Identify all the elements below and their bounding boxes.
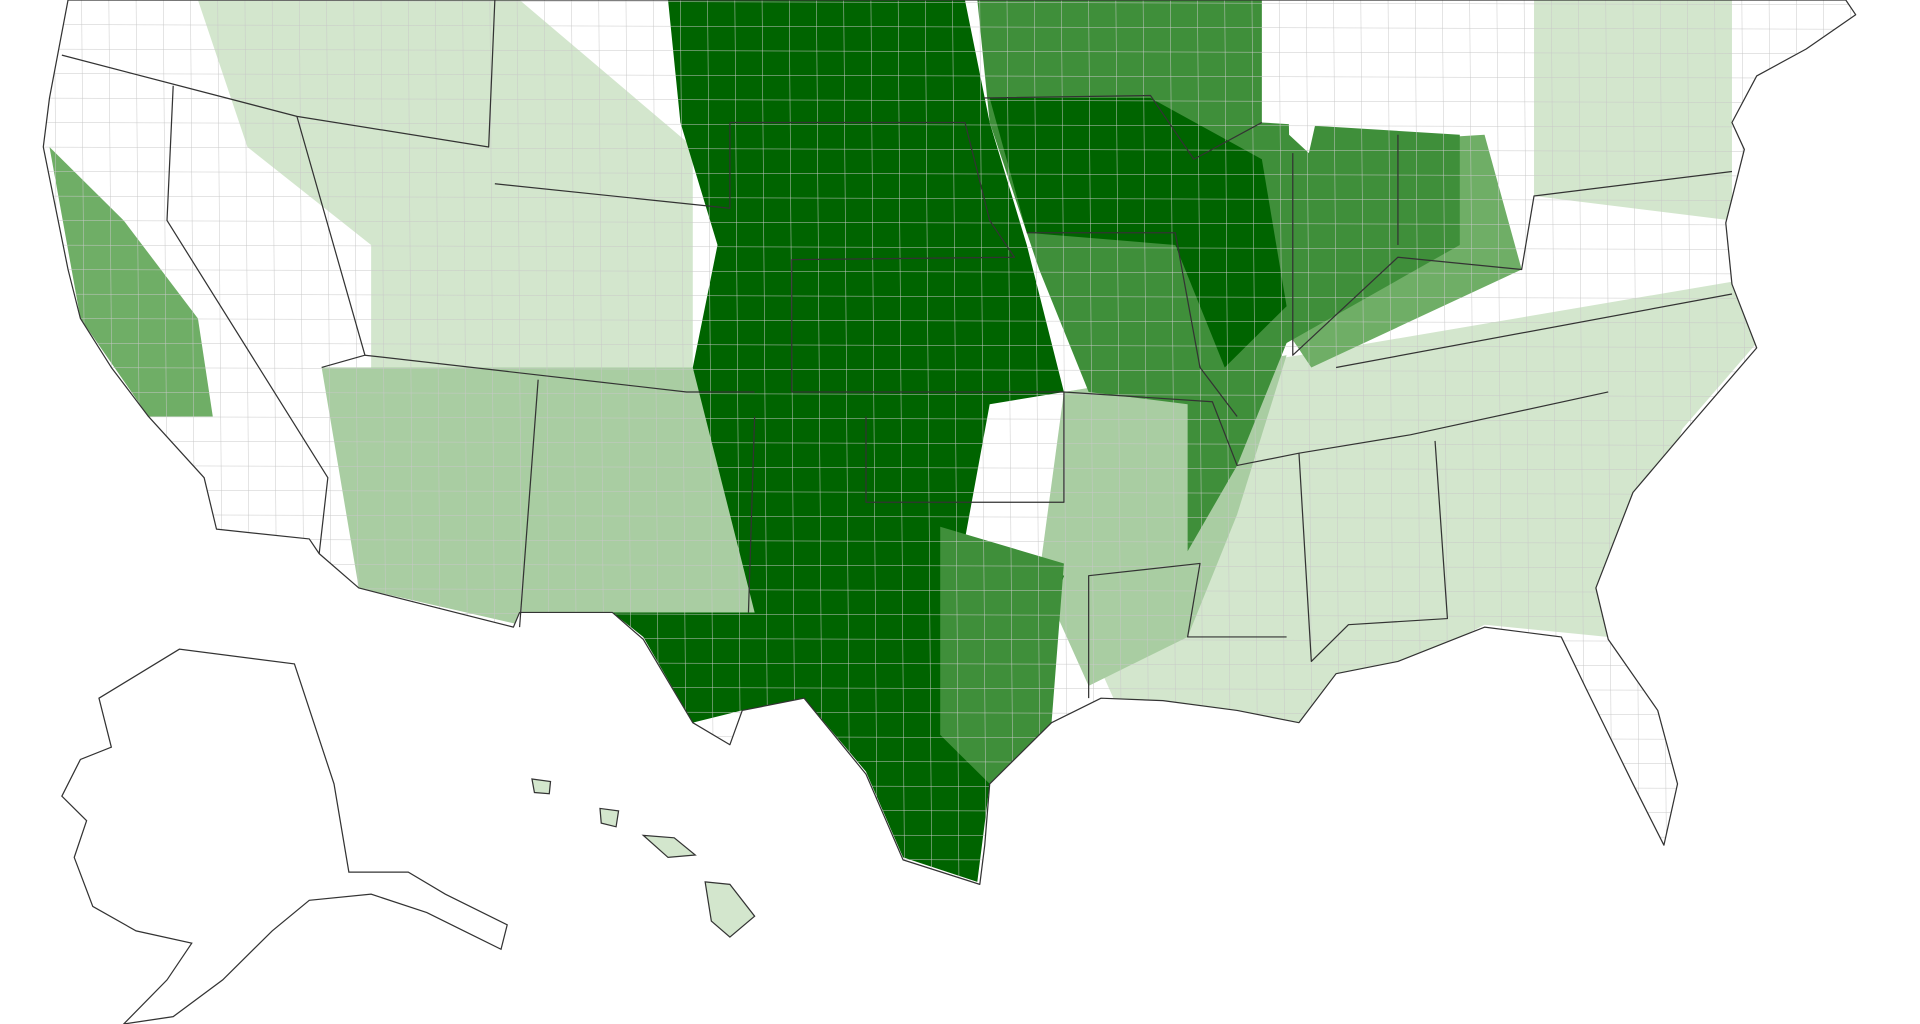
hawaii-island <box>531 778 552 795</box>
county-line <box>43 538 1856 545</box>
alaska-shape <box>61 648 508 1024</box>
county-line <box>0 0 7 1024</box>
county-line <box>43 171 1856 177</box>
state-border <box>494 122 731 209</box>
hawaii-island <box>704 881 756 938</box>
state-border <box>1298 440 1449 663</box>
county-line <box>43 514 1856 520</box>
county-line <box>897 0 906 885</box>
alaska <box>61 648 508 1024</box>
county-line <box>43 367 1856 373</box>
state-borders <box>42 0 1857 885</box>
northeast-fill <box>1534 0 1732 221</box>
state-border <box>61 0 496 148</box>
state-border <box>983 94 1263 160</box>
county-line <box>0 955 1920 960</box>
county-line <box>43 24 1856 30</box>
county-line <box>43 318 1856 324</box>
california-fill <box>49 146 213 417</box>
mountain-fill <box>197 0 693 368</box>
county-line <box>43 122 1856 128</box>
hawaii-island <box>641 834 697 859</box>
state-border <box>1335 293 1733 369</box>
state-border <box>1088 562 1287 699</box>
county-line <box>925 0 934 885</box>
state-border <box>1063 391 1609 467</box>
county-line <box>0 1004 1920 1009</box>
county-line <box>43 342 1856 349</box>
state-border <box>1026 232 1238 417</box>
county-line <box>43 73 1856 79</box>
county-line <box>1796 0 1804 885</box>
hawaii <box>531 778 756 938</box>
county-line <box>43 489 1856 496</box>
county-line <box>43 0 1856 6</box>
state-border <box>791 391 1065 503</box>
state-border <box>1292 153 1733 356</box>
hawaii-island <box>599 807 620 828</box>
state-border <box>166 85 329 554</box>
state-border <box>364 354 755 393</box>
state-border <box>518 379 539 628</box>
county-line <box>1905 0 1912 1024</box>
texas-east-fill <box>940 526 1064 784</box>
county-line <box>43 440 1856 447</box>
county-line <box>1850 0 1856 885</box>
county-line <box>43 416 1856 422</box>
county-line <box>0 980 1920 985</box>
state-border <box>747 416 756 613</box>
state-border <box>729 121 1016 392</box>
lake-michigan <box>1286 0 1322 154</box>
county-line <box>27 0 34 1024</box>
county-line <box>0 931 1920 936</box>
county-line <box>43 48 1856 55</box>
county-line <box>43 391 1856 398</box>
county-line <box>1823 0 1832 885</box>
west-fill <box>321 367 755 625</box>
county-line <box>1768 0 1777 885</box>
county-line <box>43 269 1856 275</box>
county-line <box>43 97 1856 104</box>
county-line <box>43 244 1856 251</box>
county-line <box>43 146 1856 153</box>
county-line <box>43 220 1856 226</box>
county-line <box>1878 0 1885 1024</box>
county-line <box>43 293 1856 300</box>
county-line <box>952 0 961 885</box>
